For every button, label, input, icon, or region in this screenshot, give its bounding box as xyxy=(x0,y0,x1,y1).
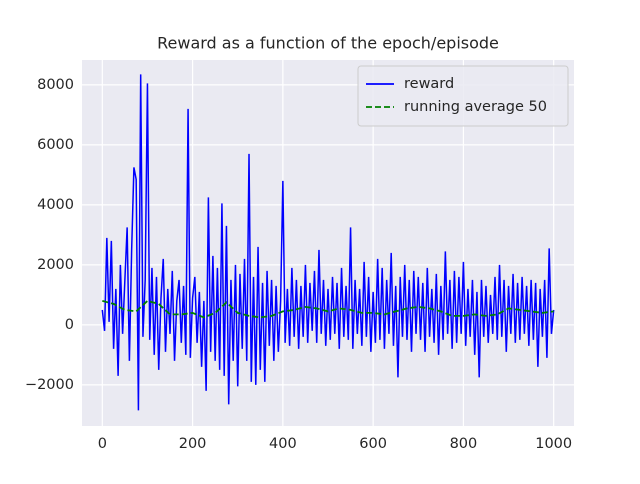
line-series xyxy=(101,74,555,411)
legend-box xyxy=(357,65,569,127)
x-tick-label: 600 xyxy=(359,436,387,452)
y-tick-label: 4000 xyxy=(37,197,74,213)
y-tick-label: 6000 xyxy=(37,137,74,153)
legend-label: running average 50 xyxy=(404,99,547,115)
line-series xyxy=(102,299,554,319)
x-tick-label: 800 xyxy=(450,436,478,452)
legend: reward running average 50 xyxy=(357,65,569,127)
y-tick-label: 8000 xyxy=(37,77,74,93)
x-tick-label: 400 xyxy=(269,436,297,452)
y-tick-label: 2000 xyxy=(37,257,74,273)
y-tick-label: −2000 xyxy=(25,377,74,393)
x-tick-label: 1000 xyxy=(535,436,572,452)
x-tick-label: 200 xyxy=(179,436,207,452)
legend-label: reward xyxy=(404,76,454,92)
x-tick-label: 0 xyxy=(98,436,107,452)
y-tick-label: 0 xyxy=(65,317,74,333)
chart-title: Reward as a function of the epoch/episod… xyxy=(157,34,499,53)
